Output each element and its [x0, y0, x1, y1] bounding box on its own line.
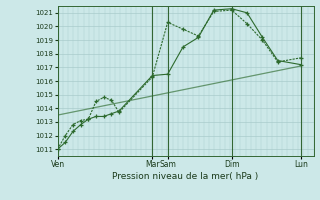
X-axis label: Pression niveau de la mer( hPa ): Pression niveau de la mer( hPa ): [112, 172, 259, 181]
